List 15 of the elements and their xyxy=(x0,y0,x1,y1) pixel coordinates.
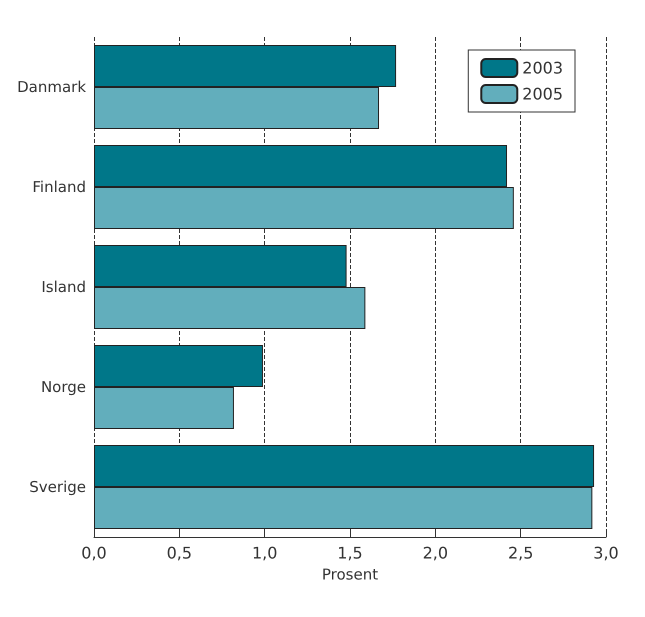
y-tick-label: Norge xyxy=(40,378,86,396)
legend-label: 2005 xyxy=(522,84,563,104)
x-tick-label: 0,0 xyxy=(81,544,107,562)
y-tick-label: Finland xyxy=(32,178,86,196)
x-tick-label: 2,0 xyxy=(422,544,448,562)
y-tick-label: Danmark xyxy=(17,78,86,96)
x-tick-label: 1,0 xyxy=(252,544,278,562)
x-tick-label: 1,5 xyxy=(337,544,363,562)
x-tick-label: 0,5 xyxy=(166,544,192,562)
x-tick-label: 3,0 xyxy=(593,544,619,562)
x-axis-title: Prosent xyxy=(322,566,378,584)
legend-label: 2003 xyxy=(522,58,563,78)
y-tick-label: Island xyxy=(41,278,86,296)
x-tick-label: 2,5 xyxy=(508,544,534,562)
y-tick-label: Sverige xyxy=(29,478,86,496)
